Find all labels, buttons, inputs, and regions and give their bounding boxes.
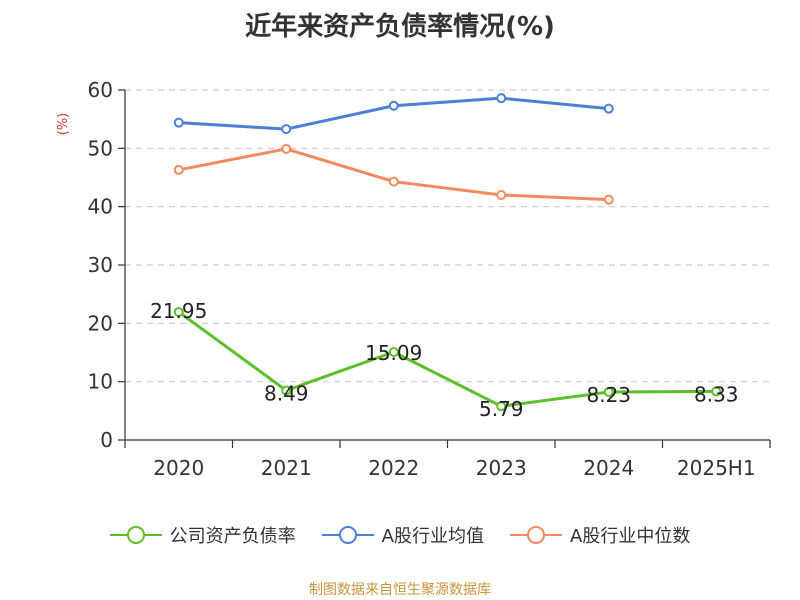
data-point <box>603 103 614 114</box>
legend-circle <box>126 526 145 544</box>
data-point <box>496 93 507 104</box>
x-tick-label: 2023 <box>476 456 527 480</box>
data-label: 21.95 <box>150 299 207 323</box>
legend-circle <box>338 526 357 544</box>
y-tick-label: 60 <box>88 78 113 102</box>
data-label: 8.23 <box>586 383 631 407</box>
data-label: 8.49 <box>264 381 309 405</box>
data-point <box>496 401 507 412</box>
y-tick-label: 30 <box>88 253 113 277</box>
data-point <box>281 143 292 154</box>
x-tick-label: 2021 <box>261 456 312 480</box>
data-label: 8.33 <box>694 382 739 406</box>
chart-title: 近年来资产负债率情况(%) <box>245 12 555 42</box>
legend-item: 公司资产负债率 <box>109 522 296 548</box>
x-tick-label: 2025H1 <box>677 456 756 480</box>
data-point <box>388 176 399 187</box>
data-point <box>388 346 399 357</box>
data-point <box>603 386 614 397</box>
legend-marker-icon <box>510 526 562 544</box>
data-point <box>711 386 722 397</box>
series-line <box>178 147 609 202</box>
y-tick-label: 0 <box>100 428 113 452</box>
legend-item: A股行业中位数 <box>510 522 690 548</box>
legend-label: A股行业均值 <box>381 526 484 547</box>
grid-lines <box>125 89 770 383</box>
legend: 公司资产负债率 A股行业均值 A股行业中位数 <box>0 522 800 548</box>
y-axis-label: (%) <box>56 113 71 136</box>
series-line <box>177 310 717 408</box>
data-point <box>281 124 292 135</box>
data-label: 15.09 <box>365 341 422 365</box>
y-tick-label: 10 <box>88 370 113 394</box>
series-group <box>173 93 722 412</box>
legend-marker-icon <box>321 526 374 544</box>
x-tick-label: 2020 <box>153 456 204 480</box>
data-point <box>388 100 399 111</box>
y-tick-label: 50 <box>88 136 113 160</box>
legend-label: A股行业中位数 <box>570 526 691 547</box>
data-labels: 21.95 8.49 15.09 5.79 8.23 8.33 <box>150 299 738 421</box>
legend-marker-icon <box>109 526 162 544</box>
data-point <box>496 190 507 200</box>
data-point <box>173 117 184 128</box>
data-point <box>603 194 614 205</box>
x-tick-label: 2022 <box>368 456 419 480</box>
data-point <box>281 385 292 396</box>
source-note: 制图数据来自恒生聚源数据库 <box>309 582 491 598</box>
legend-label: 公司资产负债率 <box>169 526 296 547</box>
y-tick-label: 20 <box>88 311 113 335</box>
y-tick-label: 40 <box>88 195 113 219</box>
data-label: 5.79 <box>479 397 524 421</box>
data-point <box>173 306 184 317</box>
legend-item: A股行业均值 <box>321 522 484 548</box>
legend-circle <box>527 526 545 544</box>
x-tick-label: 2024 <box>583 456 634 480</box>
axes: 0 10 20 30 40 50 60 2020 2021 2022 2023 2024 2025H1 <box>88 78 771 480</box>
data-point <box>173 164 184 175</box>
